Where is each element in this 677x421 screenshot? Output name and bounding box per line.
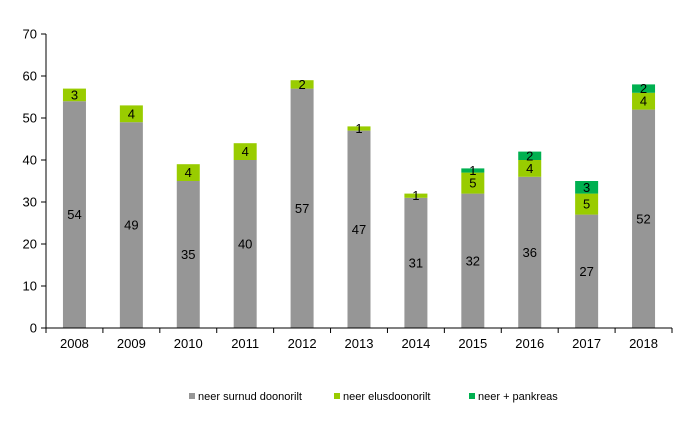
data-label: 5 [469, 176, 476, 191]
bar-segment [233, 143, 257, 160]
data-label: 4 [185, 165, 192, 180]
bar-segment [518, 160, 542, 177]
legend-swatch [334, 393, 340, 399]
y-tick-label: 40 [23, 153, 37, 168]
x-tick-label: 2016 [515, 336, 544, 351]
x-tick-label: 2017 [572, 336, 601, 351]
bar-segment [119, 105, 143, 123]
legend-swatch [189, 393, 195, 399]
data-label: 40 [238, 237, 252, 252]
y-tick-label: 30 [23, 195, 37, 210]
data-label: 3 [71, 87, 78, 102]
bar-segment [632, 109, 656, 328]
legend-label: neer surnud doonorilt [198, 391, 302, 403]
x-tick-label: 2012 [288, 336, 317, 351]
bar-segment [518, 151, 542, 160]
bar-segment [176, 181, 200, 328]
bar-segment [461, 172, 485, 194]
data-label: 31 [409, 255, 423, 270]
data-label: 57 [295, 201, 309, 216]
bar-segment [233, 160, 257, 328]
x-axis: 2008 2009 2010 2011 2012 2013 2014 2015 2016 2017… [45, 327, 673, 351]
bar-segment [404, 193, 428, 198]
bar-segment [575, 193, 599, 215]
data-label: 4 [242, 144, 249, 159]
legend-label: neer + pankreas [478, 391, 558, 403]
bar-segment [176, 164, 200, 181]
y-tick-label: 0 [30, 321, 37, 336]
x-tick-label: 2011 [231, 336, 259, 351]
bar-segment [347, 130, 371, 328]
data-label: 49 [124, 218, 138, 233]
bar-segment [62, 101, 86, 328]
legend: neer surnud doonorilt neer elusdoonorilt n… [189, 391, 558, 403]
data-label: 5 [583, 197, 590, 212]
data-label: 1 [412, 188, 419, 203]
bar-segment [119, 122, 143, 328]
x-tick-label: 2008 [60, 336, 89, 351]
bar-segment [290, 80, 314, 89]
data-label: 47 [352, 222, 366, 237]
data-label: 2 [526, 148, 533, 163]
data-label: 27 [579, 264, 593, 279]
bar-segment [290, 88, 314, 328]
bar-segment [347, 126, 371, 131]
data-label: 3 [583, 180, 590, 195]
data-label: 32 [466, 253, 480, 268]
data-label: 4 [526, 161, 533, 176]
x-tick-label: 2010 [174, 336, 203, 351]
x-tick-label: 2014 [401, 336, 430, 351]
data-label: 2 [298, 77, 305, 92]
legend-swatch [469, 393, 475, 399]
data-label: 54 [67, 207, 81, 222]
bar-segment [575, 214, 599, 328]
bar-segment [461, 193, 485, 328]
y-tick-label: 10 [23, 279, 37, 294]
y-tick-label: 60 [23, 69, 37, 84]
legend-label: neer elusdoonorilt [343, 391, 430, 403]
y-axis: 0 10 20 30 40 50 60 70 [23, 27, 47, 336]
bar-segment [62, 88, 86, 102]
y-tick-label: 20 [23, 237, 37, 252]
x-tick-label: 2015 [458, 336, 487, 351]
data-label: 35 [181, 247, 195, 262]
bar-segment [404, 197, 428, 328]
data-label: 52 [636, 211, 650, 226]
y-tick-label: 70 [23, 27, 37, 42]
data-label: 1 [469, 163, 476, 178]
x-tick-label: 2013 [345, 336, 374, 351]
data-label: 4 [128, 106, 135, 121]
data-label: 4 [640, 94, 647, 109]
x-tick-label: 2009 [117, 336, 146, 351]
data-label: 2 [640, 81, 647, 96]
bar-segment [518, 176, 542, 328]
data-label: 36 [522, 245, 536, 260]
bar-segment [461, 168, 485, 173]
x-tick-label: 2018 [629, 336, 658, 351]
data-label: 1 [355, 121, 362, 136]
bar-segment [632, 84, 656, 93]
y-tick-label: 50 [23, 111, 37, 126]
bar-segment [632, 92, 656, 110]
bar-segment [575, 181, 599, 194]
